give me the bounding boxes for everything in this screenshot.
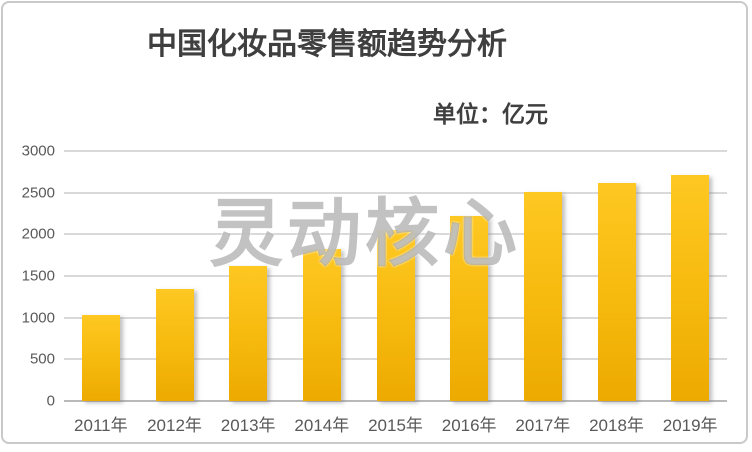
bar-2012年	[155, 289, 194, 401]
bar-2015年	[376, 230, 415, 401]
bar-2019年	[671, 175, 710, 401]
x-axis-tick-label: 2011年	[74, 416, 128, 435]
bar-2018年	[597, 182, 636, 401]
y-axis-tick-label: 2000	[21, 225, 55, 243]
y-axis-tick-label: 2500	[21, 184, 55, 202]
x-axis-tick-label: 2012年	[147, 416, 202, 435]
unit-label: 单位：亿元	[433, 101, 548, 128]
y-gridline	[64, 150, 727, 152]
y-axis-tick-label: 3000	[21, 142, 55, 160]
bar-2016年	[450, 215, 489, 401]
y-axis-tick-label: 1000	[21, 309, 55, 327]
bar-2011年	[81, 315, 120, 401]
x-axis-tick-label: 2013年	[220, 416, 276, 435]
y-gridline	[64, 191, 727, 194]
y-axis-tick-label: 1500	[21, 267, 55, 285]
x-axis-tick-label: 2017年	[515, 416, 571, 435]
x-axis-tick-label: 2016年	[441, 416, 497, 435]
watermark-text: 灵动核心	[209, 191, 521, 277]
bar-2014年	[302, 248, 341, 401]
x-axis-tick-label: 2019年	[662, 416, 718, 435]
x-axis-tick-label: 2014年	[294, 416, 350, 435]
x-axis-tick-label: 2015年	[368, 416, 423, 435]
chart-title: 中国化妆品零售额趋势分析	[147, 27, 507, 62]
bar-2013年	[229, 265, 268, 401]
x-axis-tick-label: 2018年	[589, 416, 644, 435]
x-axis-line	[64, 400, 727, 402]
y-axis-tick-label: 0	[46, 392, 55, 410]
bar-2017年	[523, 191, 562, 401]
y-axis-tick-label: 500	[29, 350, 55, 368]
